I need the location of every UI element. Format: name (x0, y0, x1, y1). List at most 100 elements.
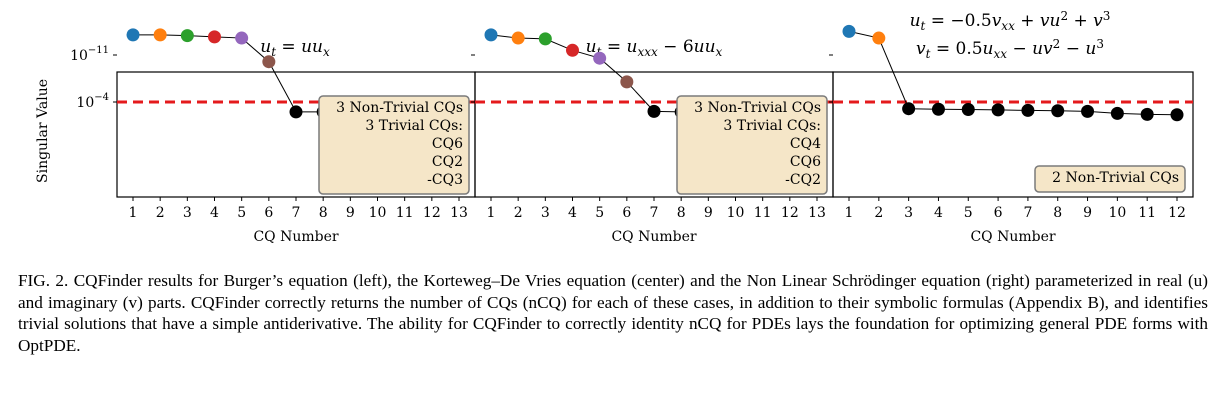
panel-3-title: ut = −0.5vxx + vu2 + v3 vt = 0.5uxx − uv… (910, 9, 1111, 61)
figure-caption: FIG. 2. CQFinder results for Burger’s eq… (18, 270, 1208, 356)
annotation-line: CQ2 (432, 154, 463, 170)
x-tick-label: 11 (754, 205, 772, 221)
x-tick-label: 1 (129, 205, 138, 221)
x-tick-label: 5 (595, 205, 604, 221)
data-point (902, 102, 916, 116)
x-tick-label: 6 (622, 205, 631, 221)
y-tick-label: 10−11 (70, 45, 109, 64)
x-tick-label: 9 (1083, 205, 1092, 221)
data-point (1021, 103, 1035, 117)
x-tick-label: 12 (781, 205, 799, 221)
svg-text:vt = 0.5uxx − uv2 − u3: vt = 0.5uxx − uv2 − u3 (916, 37, 1104, 61)
annotation-line: 3 Non-Trivial CQs (336, 100, 463, 116)
x-tick-label: 3 (541, 205, 550, 221)
annotation-line: -CQ3 (427, 172, 463, 188)
x-tick-label: 7 (650, 205, 659, 221)
x-tick-label: 11 (396, 205, 414, 221)
x-tick-label: 5 (237, 205, 246, 221)
data-point (620, 75, 634, 89)
data-point (180, 29, 194, 43)
data-point (931, 102, 945, 116)
x-tick-label: 2 (514, 205, 523, 221)
x-tick-label: 4 (934, 205, 943, 221)
data-point (126, 28, 140, 42)
annotation-line: CQ6 (432, 136, 463, 152)
x-tick-label: 13 (450, 205, 468, 221)
panel-2-title: ut = uxxx − 6uux (586, 37, 723, 59)
x-tick-label: 3 (183, 205, 192, 221)
x-tick-label: 9 (346, 205, 355, 221)
annotation-line: 3 Trivial CQs: (723, 118, 821, 134)
x-tick-label: 7 (1023, 205, 1032, 221)
data-point (235, 31, 249, 45)
data-point (484, 28, 498, 42)
annotation-line: 3 Trivial CQs: (365, 118, 463, 134)
data-point (153, 28, 167, 42)
annotation-line: CQ4 (790, 136, 821, 152)
x-tick-label: 10 (727, 205, 745, 221)
caption-text: CQFinder results for Burger’s equation (… (18, 271, 1208, 355)
y-tick-label: 10−4 (76, 92, 109, 111)
data-point (842, 24, 856, 38)
data-point (1140, 107, 1154, 121)
x-tick-label: 2 (874, 205, 883, 221)
svg-text:ut = uux: ut = uux (260, 37, 330, 59)
x-tick-label: 8 (319, 205, 328, 221)
annotation-line: 2 Non-Trivial CQs (1052, 170, 1179, 186)
panel-1-title: ut = uux (260, 37, 330, 59)
data-point (208, 30, 221, 44)
x-tick-label: 1 (487, 205, 496, 221)
svg-text:ut = uxxx − 6uux: ut = uxxx − 6uux (586, 37, 723, 59)
x-tick-label: 8 (1053, 205, 1062, 221)
data-point (1110, 106, 1124, 120)
data-point (538, 32, 552, 46)
x-tick-label: 1 (845, 205, 854, 221)
data-point (566, 43, 579, 57)
data-point (289, 105, 303, 119)
x-tick-label: 9 (704, 205, 713, 221)
data-point (647, 104, 661, 118)
x-tick-label: 6 (264, 205, 273, 221)
x-tick-label: 10 (369, 205, 387, 221)
x-tick-label: 4 (210, 205, 219, 221)
annotation-box (676, 95, 828, 195)
x-tick-label: 3 (904, 205, 913, 221)
axes-frame (832, 71, 1194, 198)
data-point (511, 31, 525, 45)
x-tick-label: 13 (808, 205, 826, 221)
annotation-line: CQ6 (790, 154, 821, 170)
annotation-line: -CQ2 (785, 172, 821, 188)
data-point (1051, 104, 1065, 118)
annotation-box (318, 95, 470, 195)
x-tick-label: 12 (423, 205, 441, 221)
caption-label: FIG. 2. (18, 271, 69, 290)
x-tick-label: 4 (568, 205, 577, 221)
x-tick-label: 7 (292, 205, 301, 221)
y-axis-label: Singular Value (35, 79, 51, 183)
svg-text:ut = −0.5vxx + vu2 + v3: ut = −0.5vxx + vu2 + v3 (910, 9, 1111, 33)
data-point (1081, 104, 1095, 118)
data-point (991, 103, 1005, 117)
annotation-line: 3 Non-Trivial CQs (694, 100, 821, 116)
data-point (872, 31, 886, 45)
x-tick-label: 2 (156, 205, 165, 221)
x-tick-label: 6 (994, 205, 1003, 221)
x-axis-label: CQ Number (970, 229, 1055, 245)
data-point (262, 55, 276, 69)
data-point (961, 102, 975, 116)
x-tick-label: 8 (677, 205, 686, 221)
x-tick-label: 12 (1168, 205, 1186, 221)
x-axis-label: CQ Number (611, 229, 696, 245)
x-tick-label: 11 (1138, 205, 1156, 221)
annotation-box (1034, 165, 1186, 193)
data-point (593, 51, 607, 65)
x-axis-label: CQ Number (253, 229, 338, 245)
figure: Singular Value ut = uux ut = uxxx − 6uux… (35, 9, 1194, 245)
x-tick-label: 5 (964, 205, 973, 221)
data-point (1170, 108, 1184, 122)
x-tick-label: 10 (1108, 205, 1126, 221)
